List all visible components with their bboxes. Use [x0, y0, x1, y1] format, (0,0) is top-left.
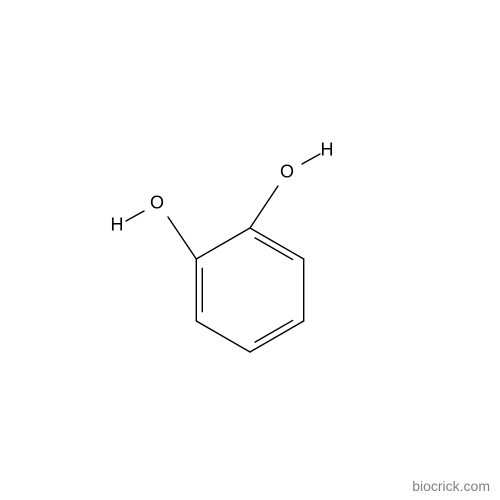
hydroxyl-label: O — [280, 162, 296, 183]
hydroxyl-label: O — [150, 193, 166, 214]
hydrogen-label: H — [111, 215, 126, 236]
watermark-text: biocrick.com — [412, 478, 490, 494]
hydrogen-label: H — [321, 140, 336, 161]
bonds-svg — [0, 0, 500, 500]
molecule-canvas: O H O H — [0, 0, 500, 500]
